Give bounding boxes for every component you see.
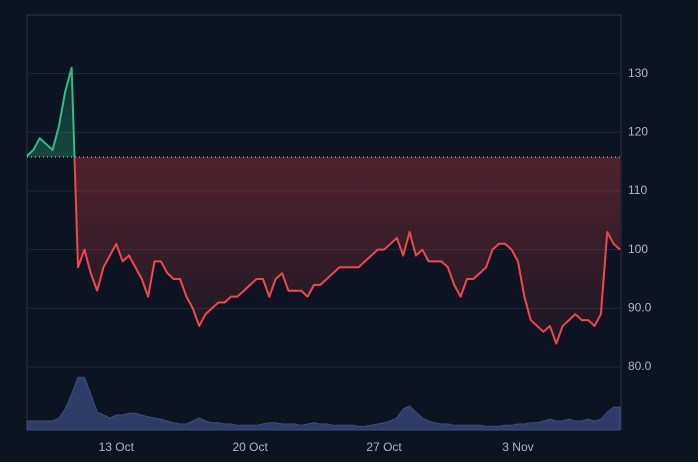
y-tick-label: 120	[628, 125, 648, 139]
price-line	[26, 66, 621, 345]
y-tick-label: 90.0	[628, 301, 652, 315]
y-tick-label: 130	[628, 66, 648, 80]
x-tick-label: 3 Nov	[502, 440, 533, 454]
volume-area	[26, 376, 621, 431]
x-tick-label: 20 Oct	[232, 440, 268, 454]
x-tick-label: 13 Oct	[99, 440, 135, 454]
y-tick-label: 100	[628, 242, 648, 256]
x-tick-label: 27 Oct	[366, 440, 402, 454]
y-tick-label: 110	[628, 183, 647, 197]
y-tick-label: 80.0	[628, 359, 652, 373]
baseline-fill	[27, 67, 620, 344]
